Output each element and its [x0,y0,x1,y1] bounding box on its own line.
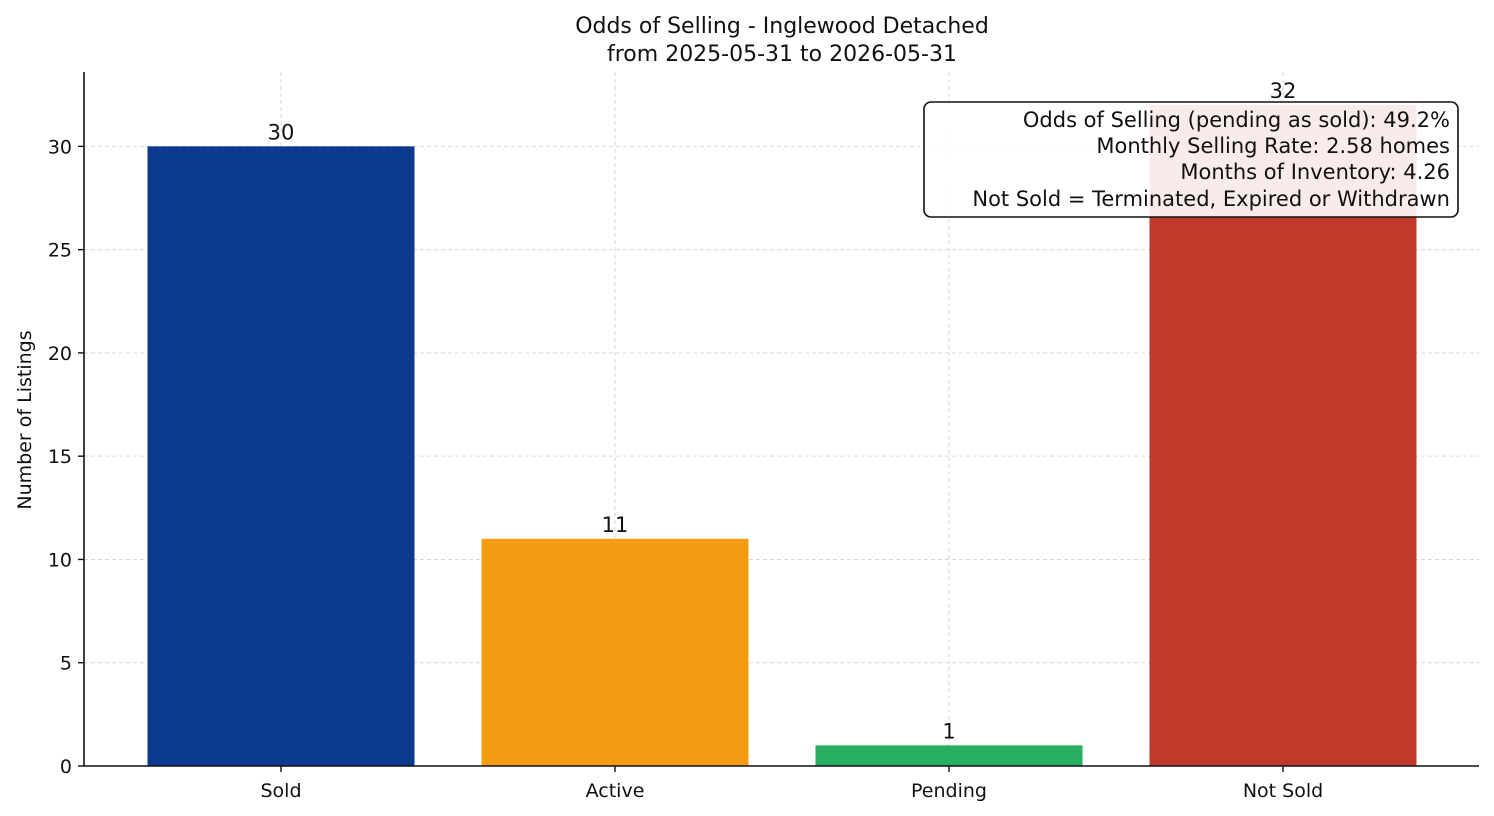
bar-value-label-pending: 1 [942,719,955,743]
y-tick-label: 10 [48,549,72,571]
x-tick-label-not-sold: Not Sold [1243,780,1323,802]
info-line-inventory: Months of Inventory: 4.26 [1180,160,1450,184]
bar-value-label-sold: 30 [268,120,295,144]
bar-value-label-not-sold: 32 [1270,79,1297,103]
y-tick-label: 25 [48,240,72,262]
y-tick-label: 5 [60,653,72,675]
x-tick-label-active: Active [586,780,645,802]
y-tick-label: 0 [60,756,72,778]
info-box: Odds of Selling (pending as sold): 49.2%… [923,101,1459,218]
info-line-odds: Odds of Selling (pending as sold): 49.2% [1023,108,1450,132]
y-tick-label: 30 [48,136,72,158]
info-line-not-sold-note: Not Sold = Terminated, Expired or Withdr… [972,187,1450,211]
axes-layer: 0 5 10 15 20 25 30 Sold Active Pending Not Sold [48,72,1479,802]
x-tick-label-pending: Pending [911,780,987,802]
bar-active [481,538,749,766]
y-tick-label: 20 [48,343,72,365]
info-box-frame [923,101,1459,218]
chart-subtitle: from 2025-05-31 to 2026-05-31 [607,42,957,67]
bar-value-label-active: 11 [602,513,629,537]
bars-layer [147,105,1417,767]
x-tick-label-sold: Sold [260,780,301,802]
y-axis-label: Number of Listings [14,330,36,509]
bar-pending [815,745,1083,766]
bar-sold [147,146,415,766]
chart-title: Odds of Selling - Inglewood Detached [575,14,989,39]
y-tick-label: 15 [48,446,72,468]
info-line-selling-rate: Monthly Selling Rate: 2.58 homes [1096,134,1450,158]
